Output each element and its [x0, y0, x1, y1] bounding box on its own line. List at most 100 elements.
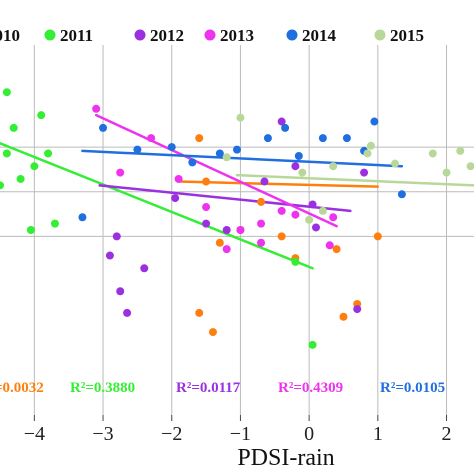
- legend-marker-2013: [204, 29, 216, 41]
- point-2010-8: [208, 328, 217, 337]
- point-2011-8: [50, 219, 59, 228]
- point-2012-6: [222, 226, 231, 234]
- point-2012-7: [260, 177, 269, 186]
- r2-label-4: R²=0.0105: [380, 380, 445, 396]
- x-tick-label-6: 2: [442, 423, 452, 445]
- point-2014-10: [318, 134, 327, 143]
- r2-label-2: R²=0.0117: [176, 380, 241, 396]
- point-2014-11: [342, 134, 351, 143]
- point-2011-9: [30, 162, 39, 171]
- point-2010-0: [195, 134, 204, 143]
- point-2012-0: [105, 251, 114, 260]
- point-2013-9: [291, 210, 300, 219]
- x-axis-label: PDSI-rain: [237, 445, 334, 471]
- legend-label-2013: 2013: [220, 26, 254, 45]
- legend-label-2015: 2015: [390, 26, 424, 45]
- point-2010-7: [195, 308, 204, 317]
- legend-label-2011: 2011: [60, 26, 93, 45]
- point-2014-3: [167, 143, 176, 152]
- trend-line-2014: [81, 149, 404, 168]
- point-2015-2: [318, 206, 327, 215]
- x-axis-ticks: −4 −3 −2 −1 0 1 2: [24, 415, 452, 445]
- x-tick-label-3: −1: [230, 423, 251, 445]
- legend-label-2010: 2010: [0, 26, 20, 45]
- point-2014-13: [370, 117, 379, 126]
- point-2013-10: [325, 241, 334, 250]
- point-2015-9: [456, 146, 465, 155]
- point-2013-5: [222, 245, 231, 254]
- point-2012-1: [116, 287, 125, 296]
- legend: 2010 2011 2012 2013 2014 2015: [0, 26, 424, 45]
- point-2011-6: [44, 149, 53, 158]
- point-2014-8: [281, 123, 290, 132]
- point-2011-4: [16, 174, 25, 183]
- point-2014-2: [133, 145, 142, 154]
- point-2013-7: [257, 219, 266, 228]
- r2-label-3: R²=0.4309: [278, 380, 343, 396]
- point-2014-9: [294, 152, 303, 160]
- x-tick-label-0: −4: [24, 423, 45, 445]
- legend-marker-2012: [134, 29, 146, 41]
- point-2011-1: [9, 123, 18, 132]
- trend-line-2010: [177, 180, 380, 188]
- x-tick-label-2: −2: [161, 423, 182, 445]
- point-2012-10: [308, 200, 317, 209]
- trend-line-2013: [94, 113, 338, 228]
- data-points: [0, 88, 474, 349]
- grid-layer: [0, 45, 474, 415]
- legend-marker-2015: [374, 29, 386, 41]
- point-2010-12: [373, 232, 382, 241]
- point-2013-11: [329, 213, 338, 222]
- point-2012-2: [112, 232, 121, 241]
- point-2010-5: [277, 232, 286, 241]
- point-2011-7: [26, 226, 35, 234]
- point-2015-4: [363, 149, 372, 158]
- point-2015-8: [442, 168, 451, 177]
- point-2013-0: [92, 104, 101, 113]
- point-2014-6: [233, 145, 241, 154]
- point-2015-11: [305, 215, 314, 224]
- x-tick-label-4: 0: [304, 423, 314, 445]
- point-2011-5: [37, 111, 46, 120]
- point-2014-7: [263, 134, 272, 143]
- point-2012-9: [291, 162, 300, 171]
- point-2015-0: [222, 153, 231, 162]
- point-2015-7: [428, 149, 437, 158]
- point-2010-2: [215, 238, 224, 247]
- r2-annotations: =0.0032 R²=0.3880 R²=0.0117 R²=0.4309 R²=0.0…: [0, 380, 445, 396]
- point-2011-3: [0, 181, 4, 190]
- legend-label-2014: 2014: [302, 26, 337, 45]
- point-2015-6: [391, 159, 399, 168]
- point-2013-1: [116, 168, 125, 177]
- point-2012-4: [171, 194, 180, 203]
- point-2010-9: [332, 245, 341, 254]
- point-2015-3: [329, 162, 338, 171]
- point-2014-5: [215, 149, 224, 158]
- trend-line-2015: [235, 173, 474, 187]
- point-2011-11: [291, 257, 300, 266]
- r2-label-0: =0.0032: [0, 380, 44, 396]
- point-2015-5: [366, 141, 375, 150]
- point-2014-14: [397, 190, 406, 199]
- point-2013-12: [257, 238, 266, 247]
- point-2014-0: [78, 213, 87, 222]
- point-2013-2: [147, 134, 156, 143]
- point-2013-8: [277, 206, 286, 215]
- point-2013-4: [202, 203, 211, 212]
- legend-marker-2014: [286, 29, 298, 41]
- x-tick-label-5: 1: [373, 423, 383, 445]
- point-2013-6: [236, 226, 245, 234]
- point-2015-12: [236, 113, 245, 122]
- point-2012-13: [360, 168, 369, 177]
- point-2012-3: [140, 264, 149, 273]
- trend-line-2012: [98, 184, 352, 213]
- point-2015-10: [466, 162, 474, 171]
- trend-lines: [0, 113, 474, 270]
- point-2012-8: [277, 117, 286, 126]
- point-2012-14: [123, 308, 132, 317]
- point-2013-3: [174, 174, 183, 183]
- x-tick-label-1: −3: [92, 423, 113, 445]
- legend-marker-2011: [44, 29, 56, 41]
- point-2014-1: [99, 123, 108, 132]
